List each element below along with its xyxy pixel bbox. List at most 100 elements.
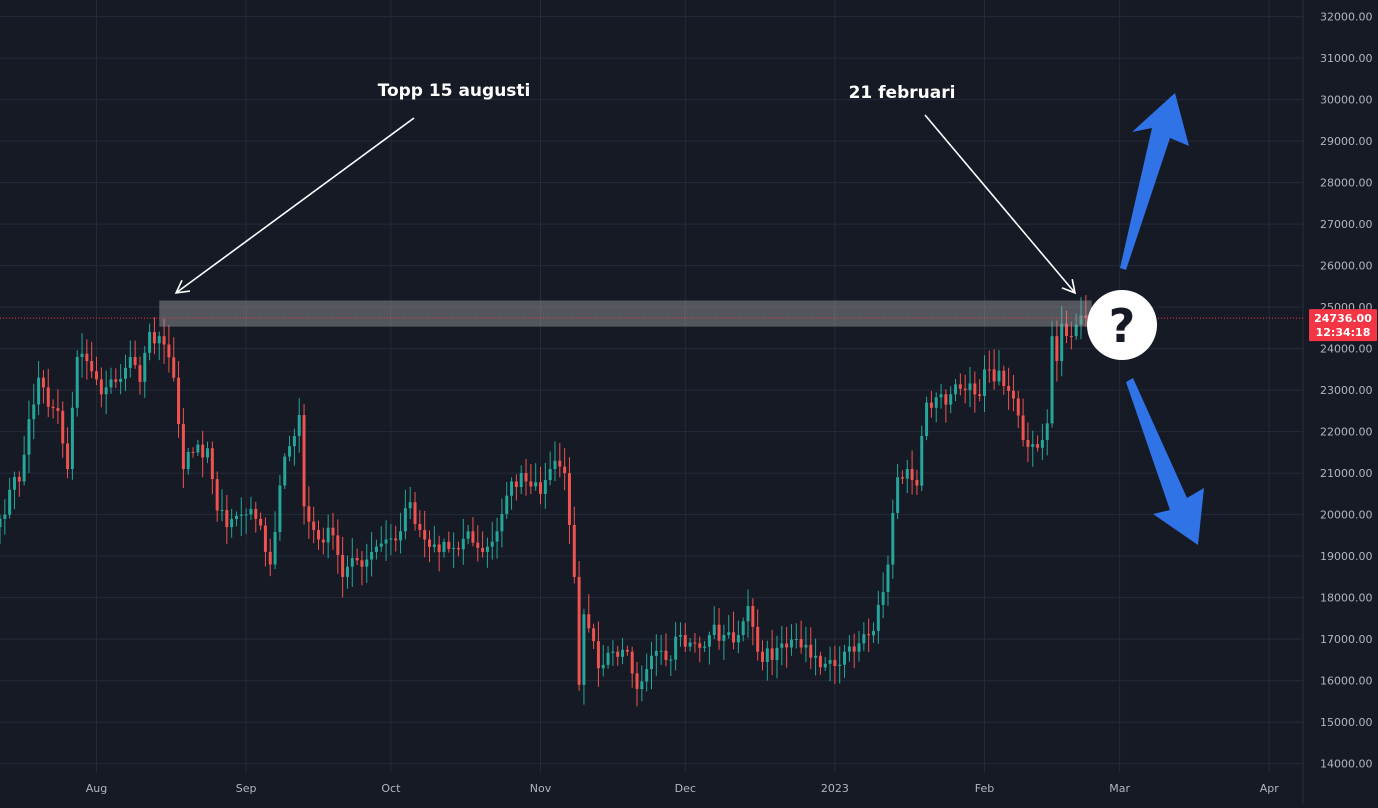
candle <box>1060 305 1064 377</box>
candle <box>775 635 779 679</box>
candle-body <box>1074 324 1078 337</box>
candle <box>350 538 354 587</box>
candle-body <box>596 641 600 669</box>
candle-body <box>114 379 118 382</box>
candle-body <box>833 659 837 666</box>
candle-body <box>268 551 272 565</box>
candle-body <box>582 614 586 685</box>
candle <box>61 401 65 458</box>
candle <box>852 633 856 669</box>
candle-body <box>601 664 605 669</box>
candle <box>8 477 12 519</box>
candle-body <box>307 506 311 522</box>
candle <box>1069 321 1073 350</box>
candle-body <box>900 477 904 479</box>
candle <box>104 370 108 415</box>
candle <box>1050 320 1054 428</box>
candle <box>157 331 161 361</box>
candle <box>471 517 475 547</box>
candle-body <box>929 402 933 408</box>
candle <box>1045 409 1049 456</box>
candle-body <box>674 636 678 660</box>
candle-body <box>688 642 692 647</box>
candle <box>490 521 494 560</box>
candle-body <box>761 651 764 662</box>
candle-body <box>345 566 349 577</box>
candle-body <box>201 444 205 458</box>
candle-body <box>273 531 277 565</box>
candle-body <box>85 353 89 362</box>
candle <box>770 629 774 676</box>
candle <box>905 459 909 494</box>
candle-body <box>90 361 94 372</box>
candle <box>678 622 682 647</box>
candle <box>794 623 798 649</box>
candle <box>288 435 292 462</box>
candle <box>152 317 156 355</box>
candle-body <box>722 635 726 641</box>
candle <box>133 340 137 369</box>
candle <box>37 361 41 416</box>
candle-body <box>220 510 224 512</box>
candle <box>572 506 576 584</box>
candle <box>1040 423 1044 461</box>
candle <box>239 497 243 537</box>
candle-body <box>80 353 84 357</box>
candle <box>1011 374 1015 412</box>
candle-body <box>775 647 779 660</box>
candle <box>1055 320 1059 382</box>
candle-body <box>485 546 489 553</box>
candle <box>746 589 750 638</box>
candle <box>558 443 562 478</box>
candle-body <box>770 648 774 660</box>
x-tick-label: Mar <box>1109 782 1130 795</box>
time-axis: Aug Sep Oct Nov Dec 2023 Feb Mar Apr <box>86 782 1279 795</box>
candle-body <box>693 642 697 644</box>
candle <box>32 383 36 440</box>
candle-body <box>403 508 407 532</box>
candle <box>871 622 875 644</box>
annotation-arrow-head <box>1061 279 1077 295</box>
candle <box>331 512 335 550</box>
candle <box>857 630 861 662</box>
y-tick-label: 18000.00 <box>1320 592 1373 605</box>
candle <box>56 389 60 424</box>
candle <box>698 636 702 663</box>
candle-body <box>621 649 625 657</box>
y-tick-label: 19000.00 <box>1320 550 1373 563</box>
resistance-zone-box[interactable] <box>159 300 1092 327</box>
candle <box>616 645 620 666</box>
candle <box>621 638 625 665</box>
candle-body <box>109 379 113 388</box>
candle <box>669 655 673 676</box>
candle <box>900 470 904 485</box>
candle-body <box>1011 390 1015 399</box>
candle <box>751 598 755 646</box>
candle-body <box>857 643 861 652</box>
candle-body <box>577 576 581 685</box>
candle-body <box>871 630 875 636</box>
candle <box>823 657 827 672</box>
candle <box>785 626 789 668</box>
candle-body <box>838 664 842 666</box>
candle-body <box>944 394 948 405</box>
candle <box>741 617 745 642</box>
candle-body <box>133 356 137 366</box>
candle-body <box>640 681 644 689</box>
candle-body <box>736 635 740 643</box>
candle <box>567 457 571 545</box>
candle <box>1002 365 1006 395</box>
x-tick-label: Dec <box>675 782 696 795</box>
candle <box>1026 422 1030 463</box>
candle <box>587 594 591 633</box>
candle-body <box>95 371 99 380</box>
candle <box>370 532 374 577</box>
candle <box>934 392 938 423</box>
candle <box>949 386 953 414</box>
candle-body <box>1079 315 1083 325</box>
candle <box>650 641 653 690</box>
candle-body <box>278 485 282 532</box>
candle <box>664 633 668 667</box>
